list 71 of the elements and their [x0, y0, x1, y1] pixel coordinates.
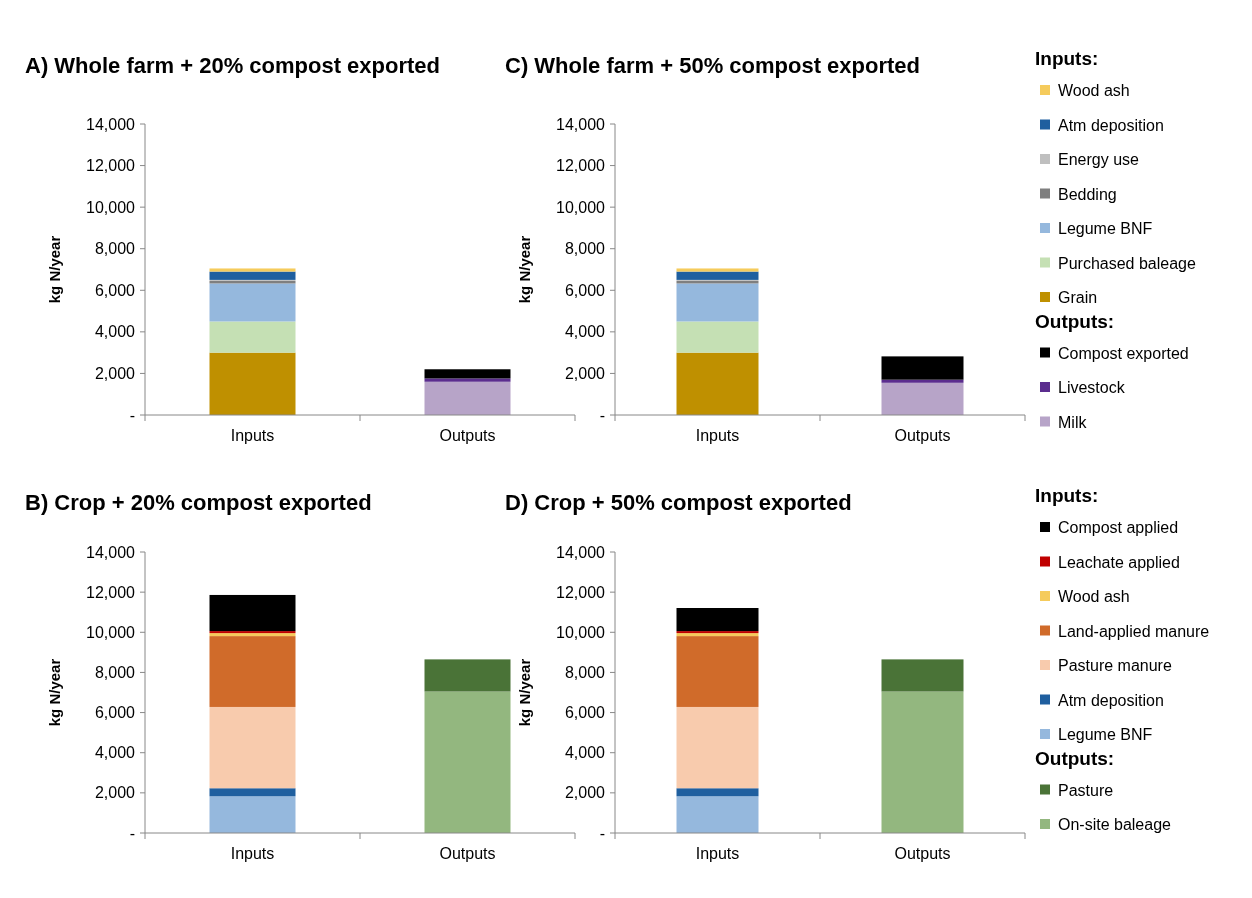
y-tick-label: 2,000: [94, 784, 136, 802]
legend-label: Grain: [1058, 289, 1098, 306]
legend-title: Inputs:: [1035, 485, 1099, 506]
y-tick-label: 2,000: [564, 784, 606, 802]
legend-label: Pasture manure: [1058, 657, 1172, 674]
y-tick-label: 12,000: [556, 583, 606, 601]
y-tick-label: 10,000: [556, 623, 606, 641]
chart-title: A) Whole farm + 20% compost exported: [25, 53, 441, 78]
y-tick-label: 4,000: [94, 323, 136, 341]
chart-title: D) Crop + 50% compost exported: [505, 490, 852, 515]
x-tick-label: Outputs: [439, 427, 496, 444]
y-tick-label: 8,000: [94, 240, 136, 258]
chart-title: C) Whole farm + 50% compost exported: [505, 53, 921, 78]
x-tick-label: Inputs: [230, 845, 275, 862]
legend-label: Energy use: [1058, 151, 1140, 168]
y-tick-label: 14,000: [86, 543, 136, 561]
y-tick-label: 8,000: [94, 664, 136, 682]
y-tick-label: 10,000: [556, 198, 606, 216]
y-tick-label: -: [129, 406, 135, 424]
y-tick-label: 8,000: [564, 664, 606, 682]
legend-label: Legume BNF: [1058, 726, 1153, 743]
legend-label: Compost exported: [1058, 344, 1189, 362]
legend-label: Leachate applied: [1058, 553, 1180, 571]
y-tick-label: 10,000: [86, 198, 136, 216]
y-axis-title: kg N/year: [46, 658, 63, 727]
text: Outputs:: [1035, 310, 1115, 332]
x-tick-label: Inputs: [230, 427, 275, 444]
y-tick-label: 14,000: [556, 115, 606, 133]
legend-label: Bedding: [1058, 185, 1117, 203]
x-tick-label: Inputs: [695, 845, 740, 862]
chart-title: B) Crop + 20% compost exported: [25, 490, 372, 515]
y-tick-label: 6,000: [94, 281, 136, 299]
legend-label: Land-applied manure: [1058, 622, 1210, 640]
y-axis-title: kg N/year: [46, 235, 63, 304]
y-tick-label: -: [599, 824, 605, 842]
y-tick-label: -: [599, 406, 605, 424]
legend-label: On-site baleage: [1058, 816, 1172, 833]
legend-label: Wood ash: [1058, 82, 1130, 99]
legend-label: Atm deposition: [1058, 691, 1164, 709]
y-tick-label: 10,000: [86, 623, 136, 641]
y-tick-label: 6,000: [564, 281, 606, 299]
legend-title: Inputs:: [1035, 48, 1099, 69]
legend-label: Pasture: [1058, 781, 1114, 799]
y-tick-label: 2,000: [94, 365, 136, 383]
x-tick-label: Outputs: [894, 427, 951, 444]
y-tick-label: 8,000: [564, 240, 606, 258]
y-tick-label: 6,000: [564, 704, 606, 722]
legend-label: Purchased baleage: [1058, 254, 1196, 272]
legend-label: Milk: [1058, 413, 1088, 431]
y-tick-label: 6,000: [94, 704, 136, 722]
y-tick-label: 12,000: [86, 157, 136, 175]
legend-label: Wood ash: [1058, 588, 1130, 605]
x-tick-label: Outputs: [894, 845, 951, 862]
y-axis-title: kg N/year: [516, 235, 533, 304]
y-tick-label: 4,000: [564, 744, 606, 762]
x-tick-label: Inputs: [695, 427, 740, 444]
legend-label: Atm deposition: [1058, 116, 1164, 134]
y-tick-label: 2,000: [564, 365, 606, 383]
y-tick-label: 4,000: [94, 744, 136, 762]
text: Outputs:: [1035, 747, 1115, 769]
y-tick-label: 12,000: [556, 157, 606, 175]
legend-label: Legume BNF: [1058, 220, 1153, 237]
y-tick-label: 14,000: [86, 115, 136, 133]
legend-label: Livestock: [1058, 379, 1126, 396]
x-tick-label: Outputs: [439, 845, 496, 862]
y-axis-title: kg N/year: [516, 658, 533, 727]
y-tick-label: 12,000: [86, 583, 136, 601]
legend-label: Compost applied: [1058, 519, 1179, 536]
y-tick-label: 4,000: [564, 323, 606, 341]
y-tick-label: 14,000: [556, 543, 606, 561]
y-tick-label: -: [129, 824, 135, 842]
